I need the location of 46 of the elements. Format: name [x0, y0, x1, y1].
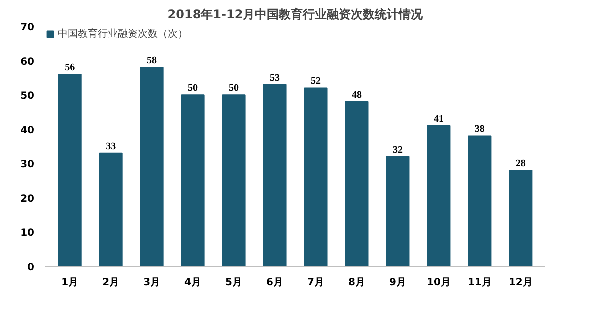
- bar: [222, 94, 246, 266]
- data-label: 56: [65, 62, 76, 74]
- x-tick-label: 2月: [102, 278, 120, 288]
- data-label: 38: [474, 124, 485, 136]
- data-label: 52: [310, 76, 321, 88]
- bar: [468, 136, 492, 266]
- legend-label: 中国教育行业融资次数（次）: [58, 28, 188, 41]
- data-label: 33: [106, 141, 116, 152]
- y-tick-label: 60: [20, 56, 35, 68]
- y-tick-label: 30: [20, 160, 35, 171]
- y-tick-label: 70: [20, 22, 35, 34]
- bar: [263, 84, 287, 266]
- bar: [140, 67, 164, 266]
- x-tick-label: 6月: [266, 278, 284, 288]
- bar: [304, 88, 328, 266]
- bar: [386, 156, 410, 266]
- bar: [427, 125, 451, 266]
- x-tick-label: 7月: [308, 278, 324, 288]
- x-tick-label: 3月: [144, 278, 161, 288]
- chart-title: 2018年1-12月中国教育行业融资次数统计情况: [168, 8, 424, 22]
- data-label: 58: [147, 56, 158, 67]
- bar: [99, 152, 123, 266]
- bar: [58, 74, 82, 266]
- x-tick-label: 4月: [184, 278, 202, 288]
- y-tick-label: 20: [20, 194, 35, 205]
- y-tick-label: 10: [20, 228, 35, 240]
- y-tick-label: 50: [20, 91, 35, 102]
- x-tick-label: 11月: [468, 278, 492, 288]
- x-tick-label: 8月: [348, 278, 366, 288]
- y-tick-label: 40: [20, 125, 35, 136]
- data-label: 32: [392, 144, 403, 156]
- x-tick-label: 5月: [226, 278, 243, 288]
- data-label: 53: [270, 72, 280, 84]
- data-label: 48: [352, 90, 362, 101]
- y-tick-label: 0: [28, 262, 35, 274]
- bar: [181, 94, 205, 266]
- x-tick-label: 12月: [508, 278, 533, 288]
- bar: [509, 170, 533, 266]
- data-label: 50: [188, 83, 198, 94]
- x-tick-label: 10月: [426, 278, 451, 288]
- data-label: 50: [229, 83, 240, 94]
- data-label: 28: [516, 158, 526, 170]
- x-tick-label: 1月: [62, 278, 79, 288]
- bar: [345, 101, 369, 266]
- x-tick-label: 9月: [389, 278, 406, 288]
- data-label: 41: [434, 114, 444, 125]
